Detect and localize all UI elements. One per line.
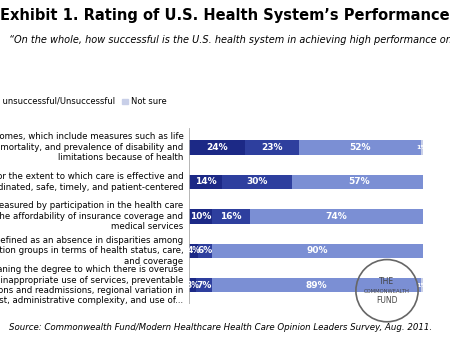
Text: 24%: 24% xyxy=(206,143,228,152)
Bar xyxy=(212,244,423,258)
Text: 4%: 4% xyxy=(187,246,200,255)
Bar xyxy=(189,244,198,258)
Bar xyxy=(421,140,423,154)
Text: 57%: 57% xyxy=(348,177,369,186)
Text: 90%: 90% xyxy=(307,246,328,255)
Text: 10%: 10% xyxy=(190,212,212,221)
Text: 3%: 3% xyxy=(186,281,199,290)
Bar xyxy=(189,175,222,189)
Bar xyxy=(299,140,421,154)
Bar xyxy=(196,278,212,292)
Bar xyxy=(222,175,292,189)
Bar xyxy=(189,278,196,292)
Text: 52%: 52% xyxy=(349,143,370,152)
Text: 6%: 6% xyxy=(198,246,213,255)
Bar xyxy=(189,209,212,223)
Text: Exhibit 1. Rating of U.S. Health System’s Performance: Exhibit 1. Rating of U.S. Health System’… xyxy=(0,8,450,23)
Text: Source: Commonwealth Fund/Modern Healthcare Health Care Opinion Leaders Survey, : Source: Commonwealth Fund/Modern Healthc… xyxy=(9,323,432,332)
Text: COMMONWEALTH: COMMONWEALTH xyxy=(364,289,410,294)
Text: 7%: 7% xyxy=(197,281,212,290)
Bar xyxy=(245,140,299,154)
Text: 16%: 16% xyxy=(220,212,242,221)
Bar xyxy=(212,278,421,292)
Bar xyxy=(189,140,245,154)
Bar xyxy=(421,278,423,292)
Text: 14%: 14% xyxy=(194,177,216,186)
Text: “On the whole, how successful is the U.S. health system in achieving high perfor: “On the whole, how successful is the U.S… xyxy=(9,35,450,46)
Text: 74%: 74% xyxy=(325,212,347,221)
Text: 1%: 1% xyxy=(416,145,427,150)
Text: 23%: 23% xyxy=(261,143,283,152)
Text: 30%: 30% xyxy=(246,177,268,186)
Bar xyxy=(250,209,423,223)
Legend: Very successful/Successful, Neither successful nor unsuccessful, Very unsuccessf: Very successful/Successful, Neither succ… xyxy=(0,97,167,106)
Bar xyxy=(292,175,425,189)
Text: FUND: FUND xyxy=(376,296,398,305)
Text: 1%: 1% xyxy=(416,283,427,288)
Text: 89%: 89% xyxy=(306,281,327,290)
Text: THE: THE xyxy=(379,277,395,286)
Bar xyxy=(212,209,250,223)
Bar xyxy=(198,244,212,258)
